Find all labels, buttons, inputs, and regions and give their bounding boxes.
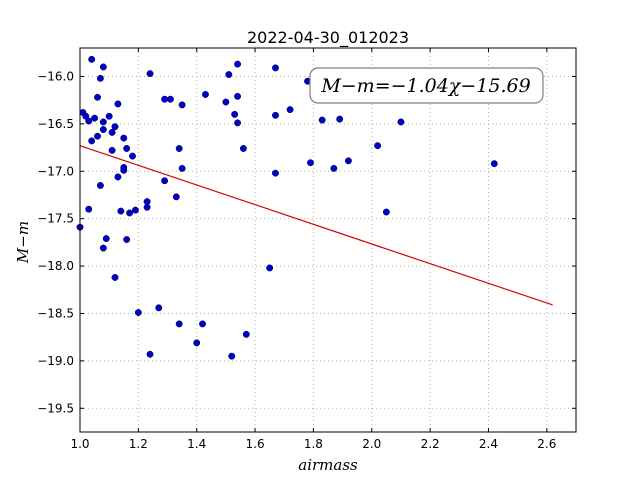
y-axis-label: M−m xyxy=(14,221,32,264)
data-point xyxy=(94,93,101,101)
x-tick-label: 2.6 xyxy=(537,437,556,451)
y-tick-label: −18.0 xyxy=(37,259,74,273)
data-point xyxy=(96,74,104,82)
data-point xyxy=(129,152,136,160)
data-point xyxy=(234,119,242,127)
data-point xyxy=(146,350,154,358)
data-point xyxy=(114,100,122,108)
y-tick-label: −16.5 xyxy=(37,117,74,131)
data-point xyxy=(231,110,239,118)
data-point xyxy=(85,117,93,125)
data-point xyxy=(228,352,236,360)
data-point xyxy=(91,114,99,122)
data-point xyxy=(99,126,107,133)
axis-ticks: 1.0 1.2 1.4 1.6 1.8 2.0 2.2 2.4 2.6 −16.0 −16.5 −17… xyxy=(37,48,576,451)
plot-frame xyxy=(79,47,577,433)
fit-line-group xyxy=(79,145,553,306)
data-point xyxy=(175,145,183,152)
data-point xyxy=(85,205,93,213)
data-point xyxy=(126,209,134,217)
data-point xyxy=(166,95,174,103)
x-tick-label: 1.4 xyxy=(187,437,206,451)
data-point xyxy=(286,106,294,114)
y-tick-label: −19.5 xyxy=(37,401,74,415)
data-point xyxy=(134,309,142,316)
data-point xyxy=(239,145,247,152)
x-tick-label: 2.4 xyxy=(479,437,498,451)
data-point xyxy=(307,159,314,167)
data-point xyxy=(222,98,230,106)
fit-equation-box: M−m=−1.04χ−15.69 xyxy=(309,67,544,104)
data-point xyxy=(193,339,201,347)
chart-title: 2022-04-30_012023 xyxy=(247,28,409,48)
data-point xyxy=(318,116,326,124)
data-point xyxy=(272,169,279,177)
fit-line xyxy=(79,145,553,306)
x-tick-label: 2.2 xyxy=(421,437,440,451)
data-point xyxy=(105,112,113,120)
data-point xyxy=(108,146,116,154)
data-point xyxy=(199,320,206,328)
data-point xyxy=(178,164,186,172)
data-point xyxy=(178,101,186,109)
data-point xyxy=(344,157,352,165)
data-point xyxy=(102,235,110,243)
data-point xyxy=(161,95,169,103)
data-point xyxy=(120,134,128,142)
data-point xyxy=(234,60,242,68)
data-point xyxy=(336,115,344,123)
data-point xyxy=(94,132,101,140)
data-point xyxy=(374,142,382,150)
y-tick-label: −17.5 xyxy=(37,212,74,226)
data-point xyxy=(99,63,107,71)
data-point xyxy=(114,173,122,181)
data-point xyxy=(175,320,183,328)
data-point xyxy=(111,123,119,131)
data-point xyxy=(131,206,139,214)
plot-area xyxy=(80,48,576,432)
data-point xyxy=(330,164,338,172)
data-point xyxy=(108,128,116,136)
fit-equation: M−m=−1.04χ−15.69 xyxy=(320,75,530,97)
data-point xyxy=(272,64,279,72)
x-tick-label: 1.8 xyxy=(304,437,323,451)
x-tick-label: 1.6 xyxy=(246,437,265,451)
data-point xyxy=(117,207,125,215)
y-tick-label: −19.0 xyxy=(37,354,74,368)
data-points xyxy=(76,55,498,360)
data-point xyxy=(88,55,96,63)
data-point xyxy=(155,304,163,312)
data-point xyxy=(146,70,154,78)
data-point xyxy=(242,330,250,338)
data-point xyxy=(490,160,498,168)
data-point xyxy=(172,193,180,201)
y-tick-label: −16.0 xyxy=(37,69,74,83)
data-point xyxy=(225,71,233,78)
data-point xyxy=(202,91,209,98)
data-point xyxy=(88,137,96,145)
data-point xyxy=(99,118,107,126)
annotation-box xyxy=(309,67,544,104)
y-tick-label: −17.0 xyxy=(37,164,74,178)
data-point xyxy=(272,111,279,119)
data-point xyxy=(143,198,151,206)
data-point xyxy=(96,182,104,189)
data-point xyxy=(234,92,242,100)
data-point xyxy=(99,244,107,252)
data-point xyxy=(111,274,119,281)
x-tick-label: 1.0 xyxy=(70,437,89,451)
data-point xyxy=(397,118,405,126)
data-point xyxy=(382,208,390,216)
x-tick-label: 2.0 xyxy=(362,437,381,451)
data-point xyxy=(123,145,131,152)
x-tick-label: 1.2 xyxy=(129,437,148,451)
data-point xyxy=(266,264,274,272)
data-point xyxy=(123,236,131,243)
data-point xyxy=(161,177,169,185)
x-axis-label: airmass xyxy=(298,456,358,474)
y-tick-label: −18.5 xyxy=(37,306,74,320)
data-point xyxy=(120,166,128,174)
